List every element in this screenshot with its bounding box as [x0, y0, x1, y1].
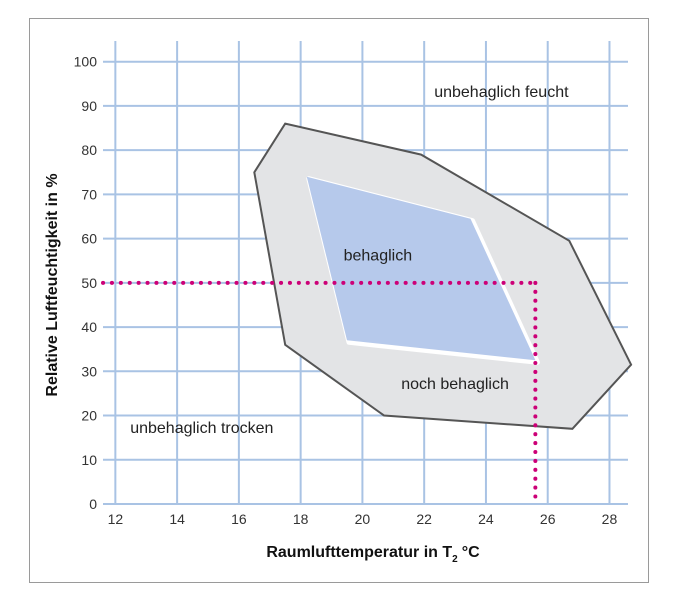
y-tick-label: 20 — [81, 408, 97, 424]
x-tick-label: 12 — [108, 511, 124, 527]
y-tick-label: 90 — [81, 98, 97, 114]
region-behaglich — [306, 176, 536, 361]
region-labels: unbehaglich feucht behaglich noch behaglic… — [130, 84, 569, 437]
x-tick-label: 14 — [169, 511, 185, 527]
y-tick-label: 80 — [81, 142, 97, 158]
tick-labels: 12 14 16 18 20 22 24 26 28 0 10 20 30 40 50 60 70 80 90 100 — [74, 54, 618, 527]
region-label: unbehaglich feucht — [434, 84, 569, 101]
y-tick-label: 30 — [81, 363, 97, 379]
reference-lines — [101, 280, 538, 506]
x-axis-title-main: Raumlufttemperatur in T — [266, 544, 452, 561]
x-tick-label: 28 — [602, 511, 618, 527]
x-tick-label: 26 — [540, 511, 556, 527]
x-tick-label: 18 — [293, 511, 309, 527]
region-label: noch behaglich — [401, 376, 509, 393]
x-axis-title: Raumlufttemperatur in T2 °C — [266, 544, 480, 565]
y-tick-label: 10 — [81, 452, 97, 468]
chart-frame — [29, 18, 649, 583]
y-tick-label: 50 — [81, 275, 97, 291]
y-axis-title: Relative Luftfeuchtigkeit in % — [44, 173, 61, 396]
y-tick-label: 60 — [81, 231, 97, 247]
x-axis-title-subscript: 2 — [452, 554, 458, 565]
region-label: behaglich — [344, 248, 413, 265]
y-tick-label: 70 — [81, 186, 97, 202]
x-tick-label: 22 — [416, 511, 432, 527]
comfort-regions — [253, 122, 633, 430]
region-label: unbehaglich trocken — [130, 420, 273, 437]
y-tick-label: 0 — [89, 496, 97, 512]
x-tick-label: 16 — [231, 511, 247, 527]
x-tick-label: 20 — [355, 511, 371, 527]
y-tick-label: 40 — [81, 319, 97, 335]
x-axis-title-unit: °C — [462, 544, 480, 561]
x-tick-label: 24 — [478, 511, 494, 527]
y-tick-label: 100 — [74, 54, 98, 70]
